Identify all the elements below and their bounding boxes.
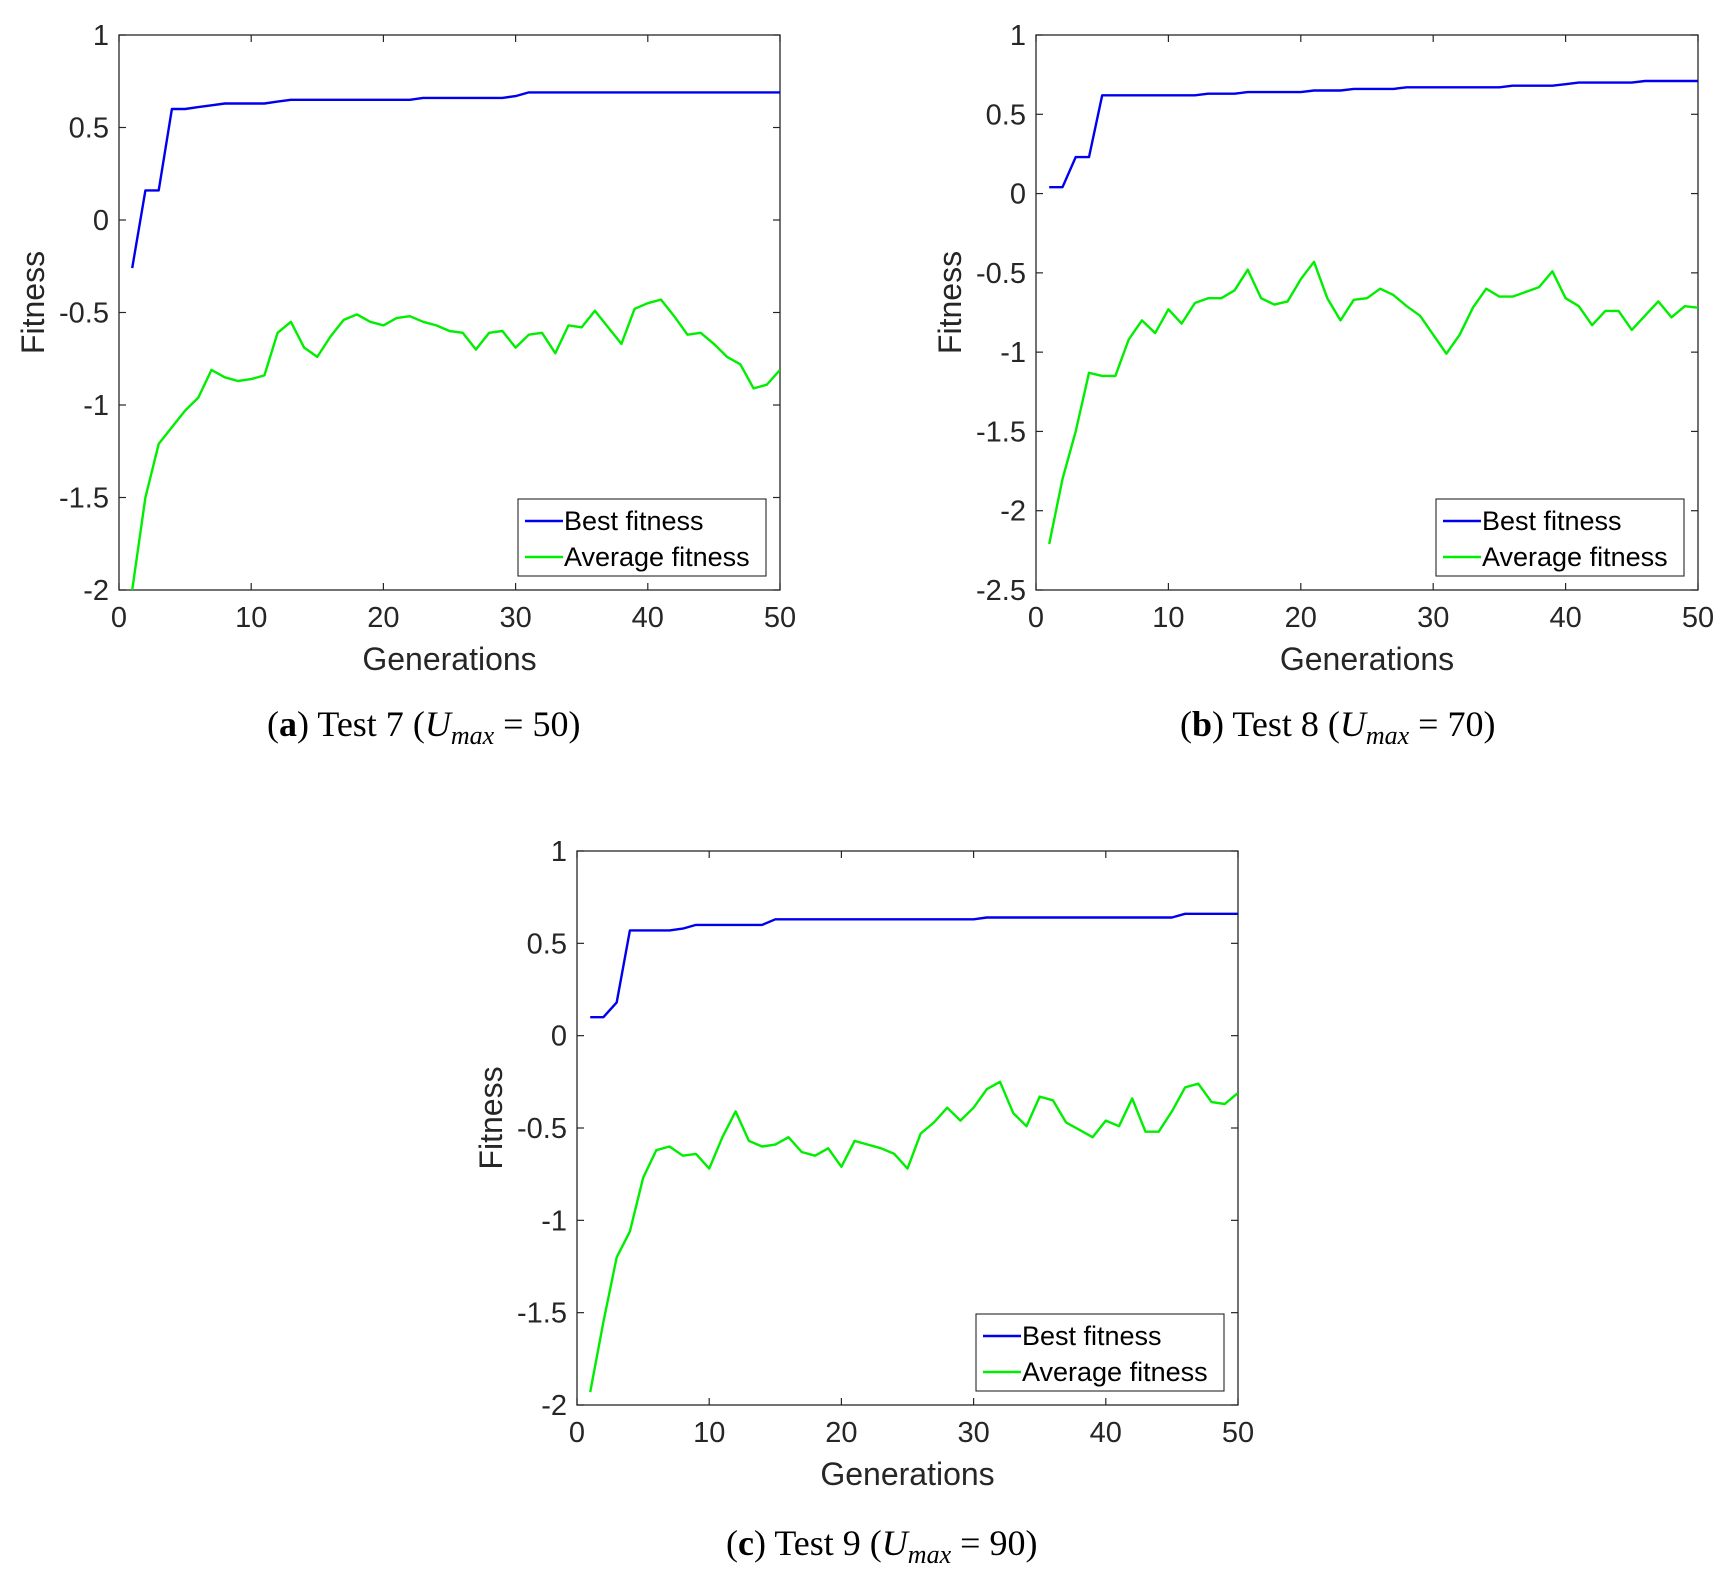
caption-c-sub: max <box>907 1540 952 1569</box>
legend-box <box>975 1313 1225 1392</box>
series-line-average-fitness <box>131 298 780 590</box>
x-tick-label: 10 <box>1152 602 1184 634</box>
x-tick-label: 30 <box>1417 602 1449 634</box>
y-tick-label: 0.5 <box>986 99 1026 131</box>
x-tick-label: 0 <box>111 602 127 634</box>
caption-c-text: Test 9 <box>774 1523 861 1563</box>
x-tick-label: 0 <box>1028 602 1044 634</box>
x-tick-label: 0 <box>569 1417 585 1449</box>
y-tick-label: -1.5 <box>59 483 109 515</box>
chart-panel-a: 0 10 20 30 40 50 -2 -1.5 -1 -0.5 0 0.5 1 Generations F… <box>15 20 796 677</box>
x-tick-label: 20 <box>367 602 399 634</box>
y-tick-label: -1.5 <box>517 1298 567 1330</box>
series-line-average-fitness <box>1048 260 1698 545</box>
legend-box <box>517 498 767 577</box>
x-tick-label: 40 <box>632 602 664 634</box>
caption-b-tag: b <box>1192 704 1213 744</box>
caption-c: (c) Test 9 (Umax = 90) <box>726 1523 1038 1569</box>
y-tick-label: -2 <box>541 1390 567 1422</box>
y-tick-label: 0 <box>93 205 109 237</box>
y-tick-label: 1 <box>1010 20 1026 52</box>
legend-box <box>1435 498 1685 577</box>
caption-b-text: Test 8 <box>1232 704 1319 744</box>
x-tick-label: 10 <box>693 1417 725 1449</box>
y-tick-label: 1 <box>93 20 109 52</box>
caption-b-sub: max <box>1365 721 1410 750</box>
x-tick-label: 30 <box>499 602 531 634</box>
x-tick-label: 40 <box>1549 602 1581 634</box>
caption-a-sub: max <box>450 721 495 750</box>
x-axis-label: Generations <box>362 641 536 677</box>
caption-b-value: 70 <box>1447 704 1484 744</box>
y-tick-label: 0.5 <box>527 928 567 960</box>
series-line-best-fitness <box>590 912 1238 1019</box>
legend-label: Average fitness <box>564 542 750 572</box>
caption-c-tag: c <box>738 1523 754 1563</box>
series-line-average-fitness <box>589 1080 1238 1393</box>
legend-label: Average fitness <box>1022 1357 1208 1387</box>
y-tick-label: -0.5 <box>976 258 1026 290</box>
y-tick-label: -1.5 <box>976 416 1026 448</box>
y-tick-label: -2.5 <box>976 575 1026 607</box>
caption-b: (b) Test 8 (Umax = 70) <box>1180 704 1496 750</box>
x-tick-label: 10 <box>235 602 267 634</box>
caption-c-value: 90 <box>989 1523 1026 1563</box>
y-tick-label: -2 <box>1000 496 1026 528</box>
y-tick-label: -1 <box>83 390 109 422</box>
y-tick-label: -0.5 <box>59 298 109 330</box>
y-tick-label: 0.5 <box>69 113 109 145</box>
y-tick-label: -2 <box>83 575 109 607</box>
caption-b-var: U <box>1339 704 1366 744</box>
plot-area-c <box>576 850 1239 1406</box>
legend-label: Best fitness <box>1482 506 1622 536</box>
x-tick-label: 20 <box>1285 602 1317 634</box>
y-axis-label: Fitness <box>473 1066 509 1169</box>
x-tick-label: 30 <box>957 1417 989 1449</box>
legend-label: Best fitness <box>564 506 704 536</box>
caption-c-var: U <box>881 1523 908 1563</box>
legend: Best fitness Average fitness <box>1435 498 1685 577</box>
x-tick-label: 50 <box>1222 1417 1254 1449</box>
y-axis-label: Fitness <box>15 251 51 354</box>
y-tick-label: 0 <box>551 1021 567 1053</box>
y-tick-label: -1 <box>541 1205 567 1237</box>
caption-a-var: U <box>424 704 451 744</box>
x-tick-label: 50 <box>764 602 796 634</box>
x-axis-label: Generations <box>820 1456 994 1492</box>
chart-panel-b: 0 10 20 30 40 50 -2.5 -2 -1.5 -1 -0.5 0 0.5 1 Generati… <box>932 20 1714 677</box>
y-axis-label: Fitness <box>932 251 968 354</box>
legend: Best fitness Average fitness <box>975 1313 1225 1392</box>
series-line-best-fitness <box>131 91 780 269</box>
caption-a-text: Test 7 <box>317 704 404 744</box>
x-tick-label: 40 <box>1090 1417 1122 1449</box>
legend-label: Best fitness <box>1022 1321 1162 1351</box>
y-tick-label: -0.5 <box>517 1113 567 1145</box>
legend-label: Average fitness <box>1482 542 1668 572</box>
y-tick-label: -1 <box>1000 337 1026 369</box>
caption-a-tag: a <box>279 704 297 744</box>
caption-a: (a) Test 7 (Umax = 50) <box>267 704 581 750</box>
chart-panel-c: 0 10 20 30 40 50 -2 -1.5 -1 -0.5 0 0.5 1 Generations F… <box>473 836 1254 1492</box>
y-tick-label: 0 <box>1010 179 1026 211</box>
x-tick-label: 20 <box>825 1417 857 1449</box>
y-tick-label: 1 <box>551 836 567 868</box>
plot-area-b <box>1035 34 1699 591</box>
caption-a-value: 50 <box>532 704 569 744</box>
legend: Best fitness Average fitness <box>517 498 767 577</box>
x-tick-label: 50 <box>1682 602 1714 634</box>
series-line-best-fitness <box>1049 79 1698 189</box>
x-axis-label: Generations <box>1280 641 1454 677</box>
